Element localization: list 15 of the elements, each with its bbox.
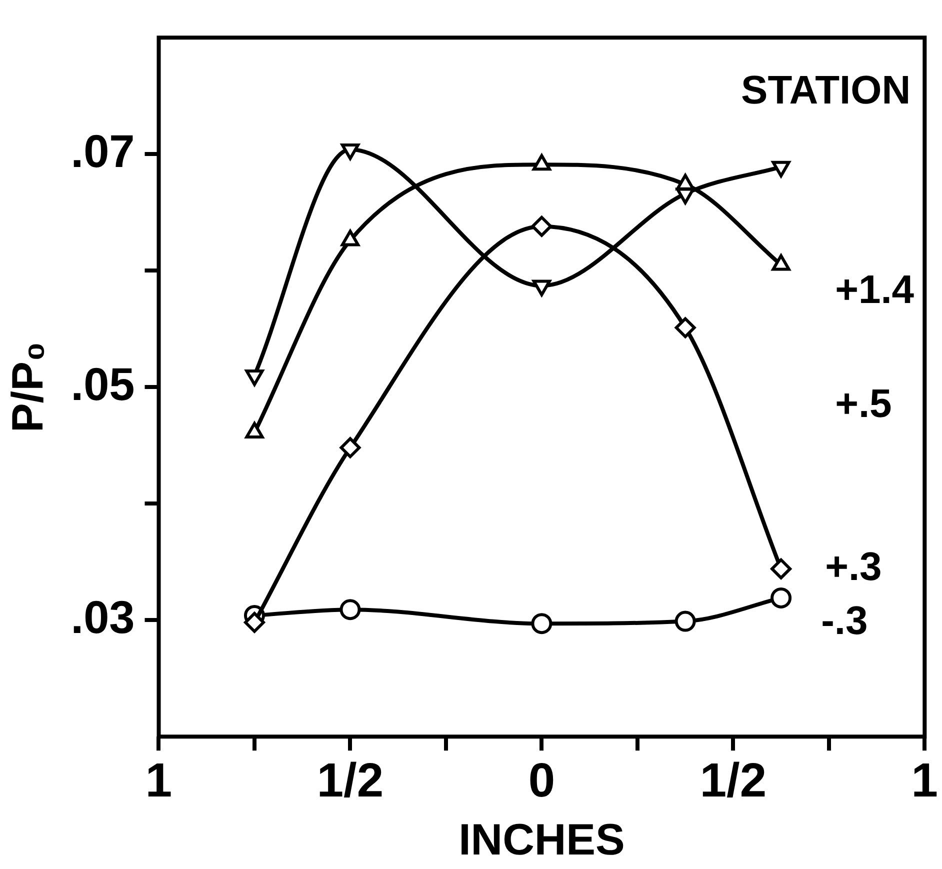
x-axis-title: INCHES xyxy=(458,816,625,865)
x-tick-label: 1/2 xyxy=(316,754,384,808)
y-axis-title: P/P₀ xyxy=(4,342,53,432)
y-tick-label: .05 xyxy=(70,358,135,410)
x-tick-label: 1 xyxy=(911,754,938,808)
x-tick-label: 0 xyxy=(528,754,556,808)
text: +1.4 xyxy=(835,268,915,312)
legend-title: STATION xyxy=(741,68,911,113)
series-label: -.3 xyxy=(821,598,868,643)
y-tick-label: .03 xyxy=(70,590,135,643)
series-label: +.3 xyxy=(825,544,882,589)
x-tick-label: 1 xyxy=(145,754,172,808)
x-tick-label: 1/2 xyxy=(700,754,767,808)
y-tick-label: .07 xyxy=(70,124,135,177)
text: +.5 xyxy=(835,382,892,426)
